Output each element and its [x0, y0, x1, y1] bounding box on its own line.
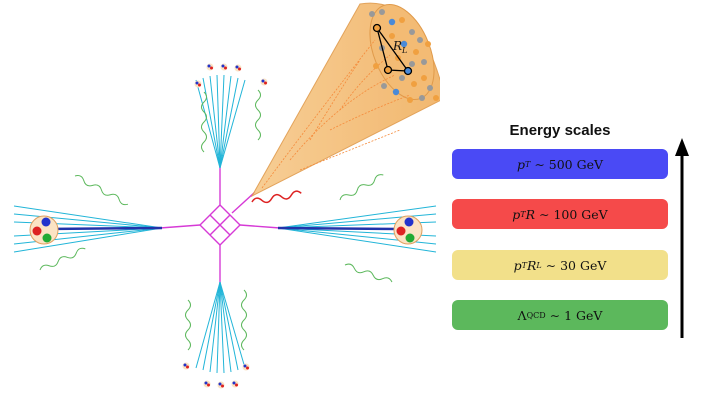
jet-top	[195, 74, 246, 169]
energy-scales-title: Energy scales	[509, 122, 611, 139]
energy-scale-3: Λ QCD ∼ 1 GeV	[452, 300, 668, 330]
rl-triangle	[372, 23, 413, 76]
jet-cone-zoom: RL	[250, 2, 440, 204]
cone-particles	[369, 9, 439, 103]
hadron-clusters	[182, 63, 268, 389]
hard-scatter-vertex	[159, 165, 281, 285]
jet-bottom	[195, 281, 246, 374]
proton-right	[393, 215, 423, 245]
jet-event-diagram: RL	[13, 2, 440, 389]
proton-left	[29, 215, 59, 245]
energy-arrow-icon	[675, 138, 689, 338]
radiated-photon	[251, 190, 302, 204]
